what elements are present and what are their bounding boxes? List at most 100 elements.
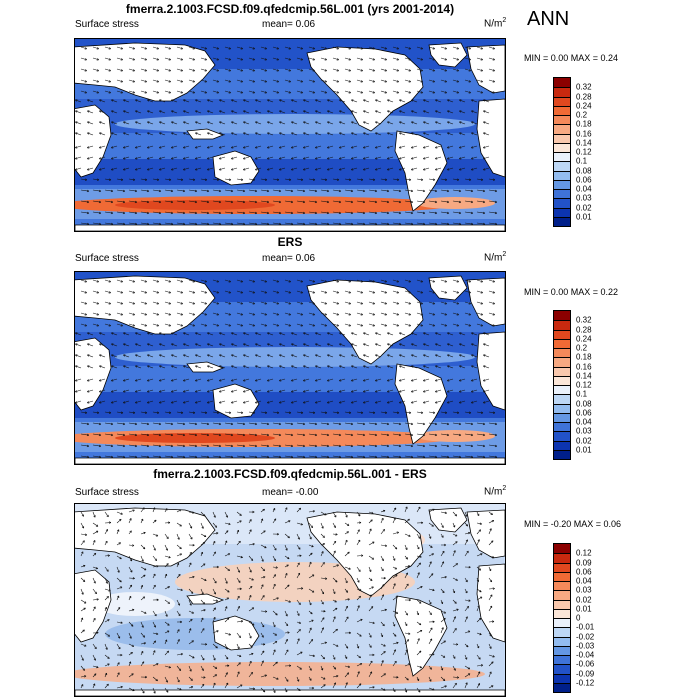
colorbar-tick-label: 0.18 [576,352,592,362]
colorbar-swatch [554,422,570,432]
colorbar-swatch [554,375,570,385]
colorbar-tick-label: 0.32 [576,315,592,325]
colorbar-swatch [554,366,570,376]
panel-3-mean-label: mean= [262,487,293,498]
panel-2-map [74,271,506,465]
colorbar-swatch [554,645,570,655]
colorbar-swatch [554,608,570,618]
panel-1-colorbar [553,77,571,227]
colorbar-tick-label: 0.12 [576,548,592,558]
colorbar-swatch [554,599,570,609]
colorbar-swatch [554,636,570,646]
colorbar-tick-label: -0.04 [576,650,595,660]
panel-3-mean-value: -0.00 [295,487,319,498]
colorbar-swatch [554,348,570,358]
colorbar-swatch [554,115,570,125]
colorbar-swatch [554,338,570,348]
panel-2-colorbar [553,310,571,460]
colorbar-tick-label: 0.16 [576,129,592,138]
colorbar-tick-label: 0.14 [576,371,592,381]
colorbar-tick-label: 0.01 [576,445,592,455]
colorbar-swatch [554,655,570,665]
panel-1-map-canvas [75,39,505,231]
colorbar-swatch [554,216,570,226]
colorbar-tick-label: 0.03 [576,426,592,436]
colorbar-swatch [554,87,570,97]
colorbar-swatch [554,320,570,330]
colorbar-swatch [554,133,570,143]
colorbar-tick-label: 0.03 [576,193,592,203]
colorbar-swatch [554,403,570,413]
colorbar-swatch [554,431,570,441]
colorbar-tick-label: 0.28 [576,92,592,101]
colorbar-swatch [554,553,570,563]
colorbar-swatch [554,394,570,404]
panel-1-mean-value: 0.06 [295,19,316,30]
colorbar-tick-label: 0.28 [576,325,592,334]
colorbar-tick-label: 0.01 [576,604,592,614]
colorbar-swatch [554,673,570,683]
colorbar-swatch [554,105,570,115]
colorbar-swatch [554,571,570,581]
colorbar-tick-label: -0.06 [576,659,595,669]
colorbar-swatch [554,664,570,674]
panel-1-map [74,38,506,232]
panel-3-map-canvas [75,504,505,696]
panel-1-mean: mean= 0.06 [262,19,315,30]
panel-1-units: N/m2 [484,17,507,30]
panel-3-colorbar [553,543,571,693]
panel-3-units: N/m2 [484,485,507,498]
colorbar-swatch [554,170,570,180]
colorbar-swatch [554,161,570,171]
colorbar-swatch [554,544,570,554]
colorbar-swatch [554,357,570,367]
colorbar-tick-label: 0.04 [576,417,592,427]
colorbar-tick-label: 0.32 [576,82,592,92]
panel-2-map-canvas [75,272,505,464]
colorbar-swatch [554,207,570,217]
colorbar-swatch [554,385,570,395]
panel-1-mean-label: mean= [262,19,293,30]
colorbar-tick-label: 0.06 [576,567,592,577]
colorbar-tick-label: -0.12 [576,678,595,688]
panel-2-mean-value: 0.06 [295,253,316,264]
colorbar-tick-label: -0.01 [576,622,595,632]
panel-3-minmax: MIN = -0.20 MAX = 0.06 [524,519,622,529]
colorbar-tick-label: 0.04 [576,184,592,194]
panel-1-title: fmerra.2.1003.FCSD.f09.qfedcmip.56L.001 … [125,2,455,16]
colorbar-tick-label: -0.02 [576,632,595,641]
colorbar-tick-label: 0.06 [576,408,592,418]
colorbar-swatch [554,329,570,339]
panel-3-mean: mean= -0.00 [262,487,318,498]
colorbar-swatch [554,581,570,591]
panel-3-variable: Surface stress [75,487,139,498]
panel-2-units: N/m2 [484,251,507,264]
colorbar-swatch [554,189,570,199]
colorbar-swatch [554,179,570,189]
colorbar-tick-label: 0.02 [576,595,592,604]
colorbar-tick-label: 0.1 [576,156,588,166]
colorbar-swatch [554,124,570,134]
colorbar-swatch [554,682,570,692]
colorbar-swatch [554,627,570,637]
colorbar-swatch [554,78,570,88]
panel-3-map [74,503,506,697]
colorbar-swatch [554,449,570,459]
colorbar-tick-label: 0.18 [576,119,592,129]
colorbar-tick-label: 0.24 [576,334,592,344]
colorbar-tick-label: 0.1 [576,389,588,399]
colorbar-swatch [554,152,570,162]
colorbar-swatch [554,590,570,600]
colorbar-tick-label: 0.02 [576,436,592,445]
colorbar-tick-label: 0.16 [576,362,592,371]
colorbar-tick-label: -0.03 [576,641,595,651]
season-label: ANN [527,8,570,30]
colorbar-swatch [554,562,570,572]
panel-2-title: ERS [277,235,303,249]
colorbar-tick-label: 0.2 [576,343,588,353]
panel-1-minmax: MIN = 0.00 MAX = 0.24 [524,53,619,63]
colorbar-tick-label: 0.09 [576,558,592,567]
colorbar-tick-label: 0.03 [576,585,592,595]
colorbar-swatch [554,142,570,152]
colorbar-tick-label: 0.12 [576,147,592,157]
